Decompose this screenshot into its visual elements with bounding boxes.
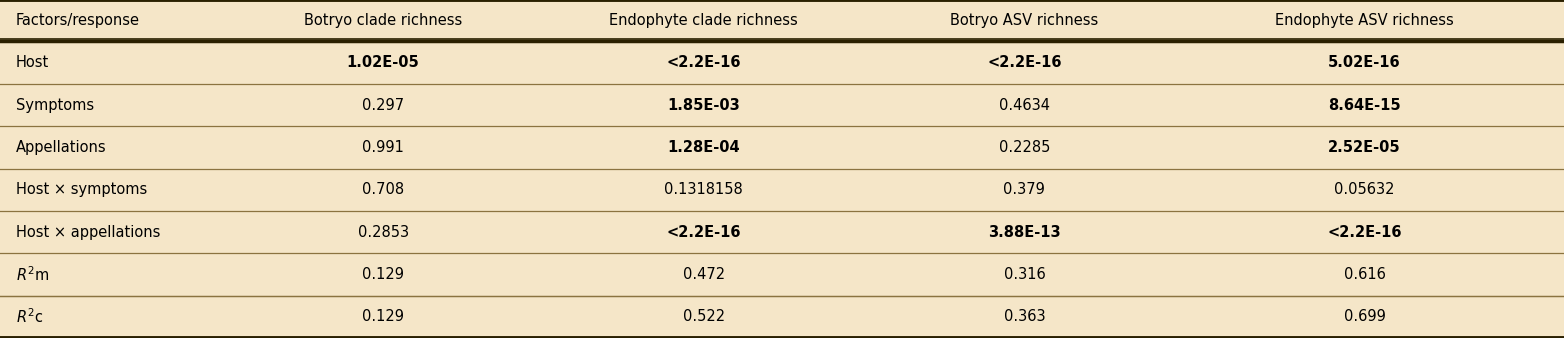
Text: 0.522: 0.522 <box>683 309 724 324</box>
Text: Host: Host <box>16 55 48 70</box>
Text: Host × appellations: Host × appellations <box>16 224 160 240</box>
Text: $R^2$c: $R^2$c <box>16 308 42 326</box>
Text: Host × symptoms: Host × symptoms <box>16 182 147 197</box>
Text: 0.991: 0.991 <box>363 140 404 155</box>
Text: 1.02E-05: 1.02E-05 <box>347 55 419 70</box>
Text: 0.2853: 0.2853 <box>358 224 408 240</box>
Text: 0.129: 0.129 <box>363 267 404 282</box>
Text: <2.2E-16: <2.2E-16 <box>666 224 741 240</box>
Text: Endophyte ASV richness: Endophyte ASV richness <box>1275 13 1455 28</box>
Text: Botryo clade richness: Botryo clade richness <box>303 13 463 28</box>
Text: 0.297: 0.297 <box>363 98 404 113</box>
Text: 2.52E-05: 2.52E-05 <box>1328 140 1401 155</box>
Text: 0.4634: 0.4634 <box>999 98 1049 113</box>
Text: 0.2285: 0.2285 <box>999 140 1049 155</box>
Text: 0.316: 0.316 <box>1004 267 1045 282</box>
Text: 5.02E-16: 5.02E-16 <box>1328 55 1401 70</box>
Text: 0.129: 0.129 <box>363 309 404 324</box>
Text: Appellations: Appellations <box>16 140 106 155</box>
Text: 0.363: 0.363 <box>1004 309 1045 324</box>
Text: 0.708: 0.708 <box>363 182 404 197</box>
Text: 0.616: 0.616 <box>1343 267 1386 282</box>
Text: $R^2$m: $R^2$m <box>16 265 48 284</box>
Text: Endophyte clade richness: Endophyte clade richness <box>610 13 798 28</box>
Text: Botryo ASV richness: Botryo ASV richness <box>951 13 1098 28</box>
Text: 0.379: 0.379 <box>1004 182 1045 197</box>
Text: 1.28E-04: 1.28E-04 <box>668 140 740 155</box>
Text: 0.05632: 0.05632 <box>1334 182 1395 197</box>
Text: 0.1318158: 0.1318158 <box>665 182 743 197</box>
Text: <2.2E-16: <2.2E-16 <box>987 55 1062 70</box>
Text: 1.85E-03: 1.85E-03 <box>668 98 740 113</box>
Text: Factors/response: Factors/response <box>16 13 139 28</box>
Text: <2.2E-16: <2.2E-16 <box>666 55 741 70</box>
Text: <2.2E-16: <2.2E-16 <box>1328 224 1401 240</box>
Text: 3.88E-13: 3.88E-13 <box>988 224 1060 240</box>
Text: 0.699: 0.699 <box>1343 309 1386 324</box>
Text: 8.64E-15: 8.64E-15 <box>1328 98 1401 113</box>
Text: 0.472: 0.472 <box>683 267 724 282</box>
Text: Symptoms: Symptoms <box>16 98 94 113</box>
